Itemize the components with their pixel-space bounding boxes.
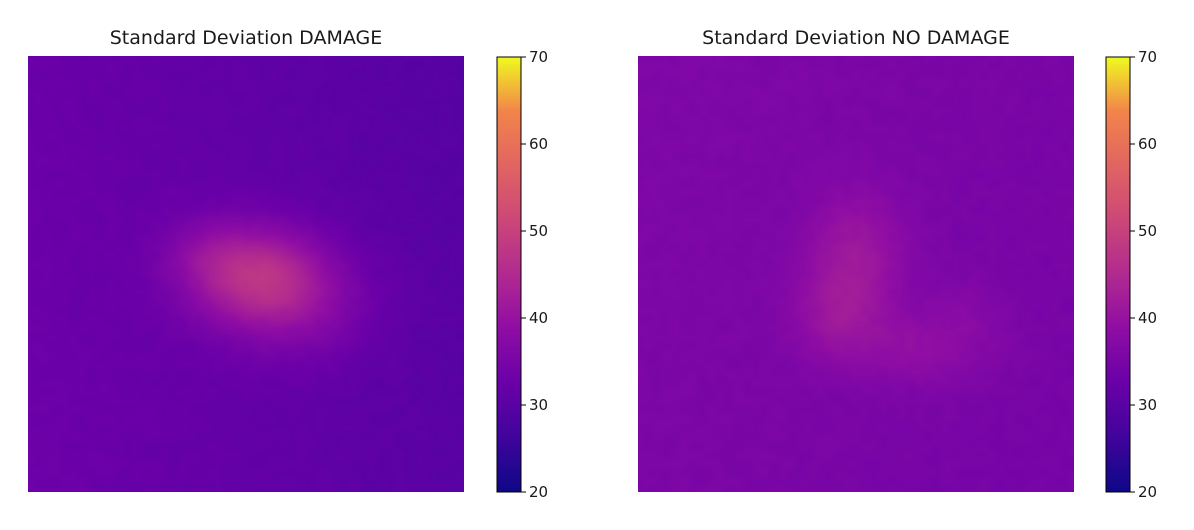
panel-damage: Standard Deviation DAMAGE 20 30 40 50 60 70 [28,27,548,501]
colorbar-tick-label: 20 [529,483,548,501]
colorbar-ticks-no-damage: 20 30 40 50 60 70 [1130,48,1157,501]
colorbar-damage [497,57,521,492]
colorbar-tick-label: 40 [529,309,548,327]
heatmap-no-damage [638,56,1074,492]
colorbar-no-damage-wrap [1106,57,1130,492]
colorbar-frame-damage [496,56,522,493]
chart-title-no-damage: Standard Deviation NO DAMAGE [702,27,1010,49]
heatmap-damage-wrap [28,56,464,492]
heatmap-damage [28,56,464,492]
colorbar-frame-no-damage [1105,56,1131,493]
colorbar-tick-label: 50 [529,222,548,240]
colorbar-tick-label: 70 [1138,48,1157,66]
colorbar-tick-label: 70 [529,48,548,66]
colorbar-no-damage [1106,57,1130,492]
colorbar-tick-label: 30 [529,396,548,414]
colorbar-tick-label: 60 [529,135,548,153]
colorbar-ticks-damage: 20 30 40 50 60 70 [521,48,548,501]
colorbar-tick-label: 30 [1138,396,1157,414]
colorbar-tick-label: 20 [1138,483,1157,501]
colorbar-tick-label: 50 [1138,222,1157,240]
colorbar-tick-label: 40 [1138,309,1157,327]
colorbar-damage-wrap [497,57,521,492]
colorbar-tick-label: 60 [1138,135,1157,153]
chart-title-damage: Standard Deviation DAMAGE [110,27,382,49]
heatmap-no-damage-wrap [638,56,1074,492]
panel-no-damage: Standard Deviation NO DAMAGE 20 30 40 50 60 7… [638,27,1157,501]
